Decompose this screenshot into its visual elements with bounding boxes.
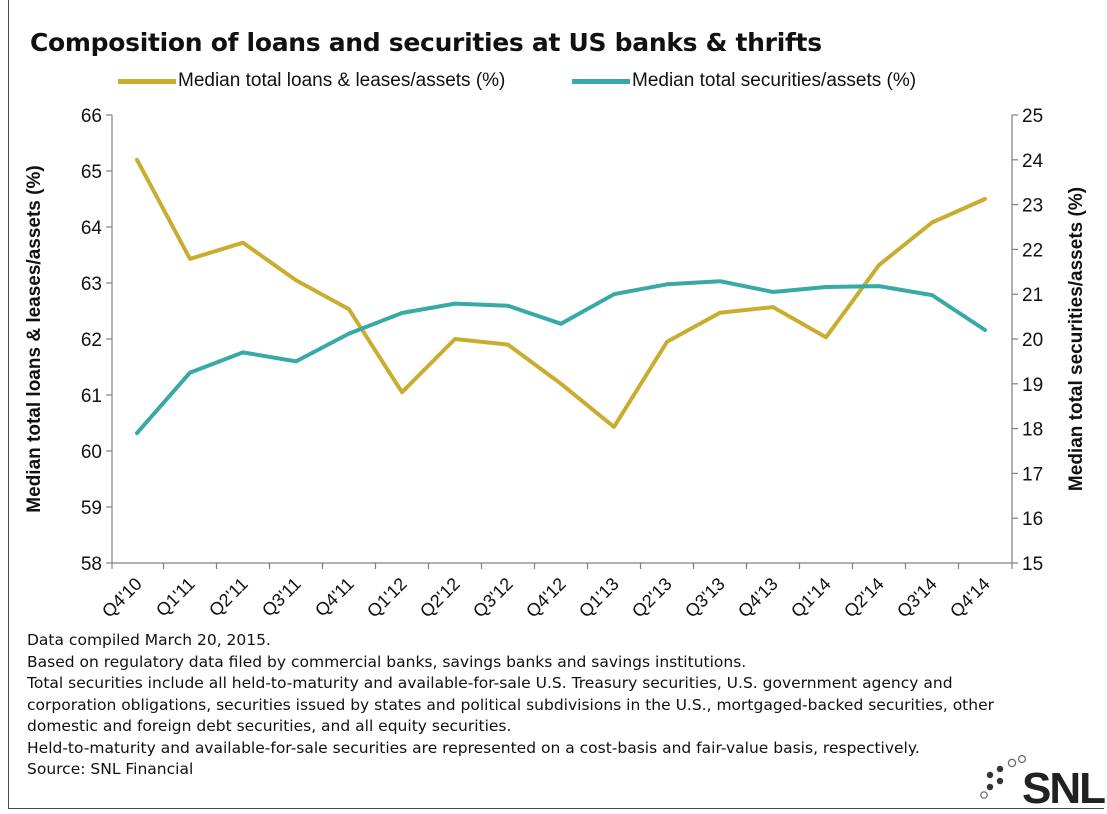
y-tick-label-right: 23 (1022, 196, 1043, 217)
y-tick-label-left: 60 (81, 442, 102, 463)
x-tick-label: Q1'11 (152, 574, 199, 621)
y-tick-label-right: 22 (1022, 240, 1043, 261)
y-tick-label-left: 65 (81, 162, 102, 183)
y-tick-label-right: 17 (1022, 464, 1043, 485)
x-tick-label: Q1'14 (787, 574, 835, 622)
note-line: Based on regulatory data filed by commer… (27, 652, 747, 671)
series-line-securities (135, 279, 987, 436)
y-tick-label-left: 58 (81, 554, 102, 575)
chart-frame (8, 0, 1104, 809)
logo-text: SNL (1022, 764, 1106, 813)
y-tick-label-right: 16 (1022, 509, 1043, 530)
x-tick-label: Q1'13 (575, 574, 623, 622)
y-tick-label-left: 59 (81, 498, 102, 519)
chart-title: Composition of loans and securities at U… (30, 28, 822, 57)
x-tick-label: Q4'12 (522, 574, 570, 622)
y-tick-label-right: 18 (1022, 420, 1043, 441)
y-tick-label-right: 25 (1022, 106, 1043, 127)
y-tick-label-right: 15 (1022, 554, 1043, 575)
note-line: domestic and foreign debt securities, an… (27, 717, 512, 735)
y-tick-label-right: 24 (1022, 151, 1044, 172)
x-tick-label: Q2'12 (416, 574, 464, 622)
legend-label-loans: Median total loans & leases/assets (%) (178, 70, 506, 91)
legend-swatch-securities (572, 78, 630, 84)
y-tick-label-left: 61 (81, 386, 102, 407)
note-line: Source: SNL Financial (27, 760, 194, 778)
y-tick-label-left: 64 (81, 218, 103, 239)
legend-label-securities: Median total securities/assets (%) (632, 70, 917, 91)
legend-swatch-loans (118, 78, 176, 84)
note-line: Held-to-maturity and available-for-sale … (27, 738, 920, 757)
note-line: Total securities include all held-to-mat… (27, 674, 953, 692)
legend-item-securities: Median total securities/assets (%) (572, 67, 916, 95)
x-tick-label: Q3'11 (258, 574, 305, 621)
x-tick-label: Q2'13 (628, 574, 676, 622)
x-tick-label: Q2'11 (205, 574, 252, 621)
y-tick-label-left: 63 (81, 274, 102, 295)
x-tick-label: Q3'13 (681, 574, 729, 622)
x-tick-label: Q4'10 (98, 574, 146, 622)
note-line: Data compiled March 20, 2015. (27, 631, 271, 649)
line-chart: 58 59 60 61 62 63 64 65 66 15 16 17 18 19 20 21 22 23 24 25… (24, 106, 1087, 622)
snl-logo-icon (980, 755, 1026, 799)
y-tick-label-right: 19 (1022, 375, 1043, 396)
x-tick-label: Q1'12 (363, 574, 411, 622)
x-tick-label: Q3'14 (893, 574, 941, 622)
legend-item-loans: Median total loans & leases/assets (%) (118, 67, 505, 95)
note-line: corporation obligations, securities issu… (27, 695, 994, 714)
series-line-loans (135, 157, 987, 429)
y-axis-right-label: Median total securities/assets (%) (1066, 187, 1087, 491)
x-tick-label: Q4'11 (311, 574, 358, 621)
y-tick-label-right: 21 (1022, 285, 1043, 306)
x-tick-label: Q4'14 (946, 574, 994, 622)
chart-notes: Data compiled March 20, 2015. Based on r… (27, 630, 994, 781)
y-tick-label-left: 66 (81, 106, 102, 127)
x-tick-label: Q4'13 (734, 574, 782, 622)
y-tick-label-right: 20 (1022, 330, 1043, 351)
y-tick-label-left: 62 (81, 330, 102, 351)
y-axis-left-label: Median total loans & leases/assets (%) (24, 165, 45, 512)
x-tick-label: Q3'12 (469, 574, 517, 622)
x-tick-label: Q2'14 (840, 574, 888, 622)
